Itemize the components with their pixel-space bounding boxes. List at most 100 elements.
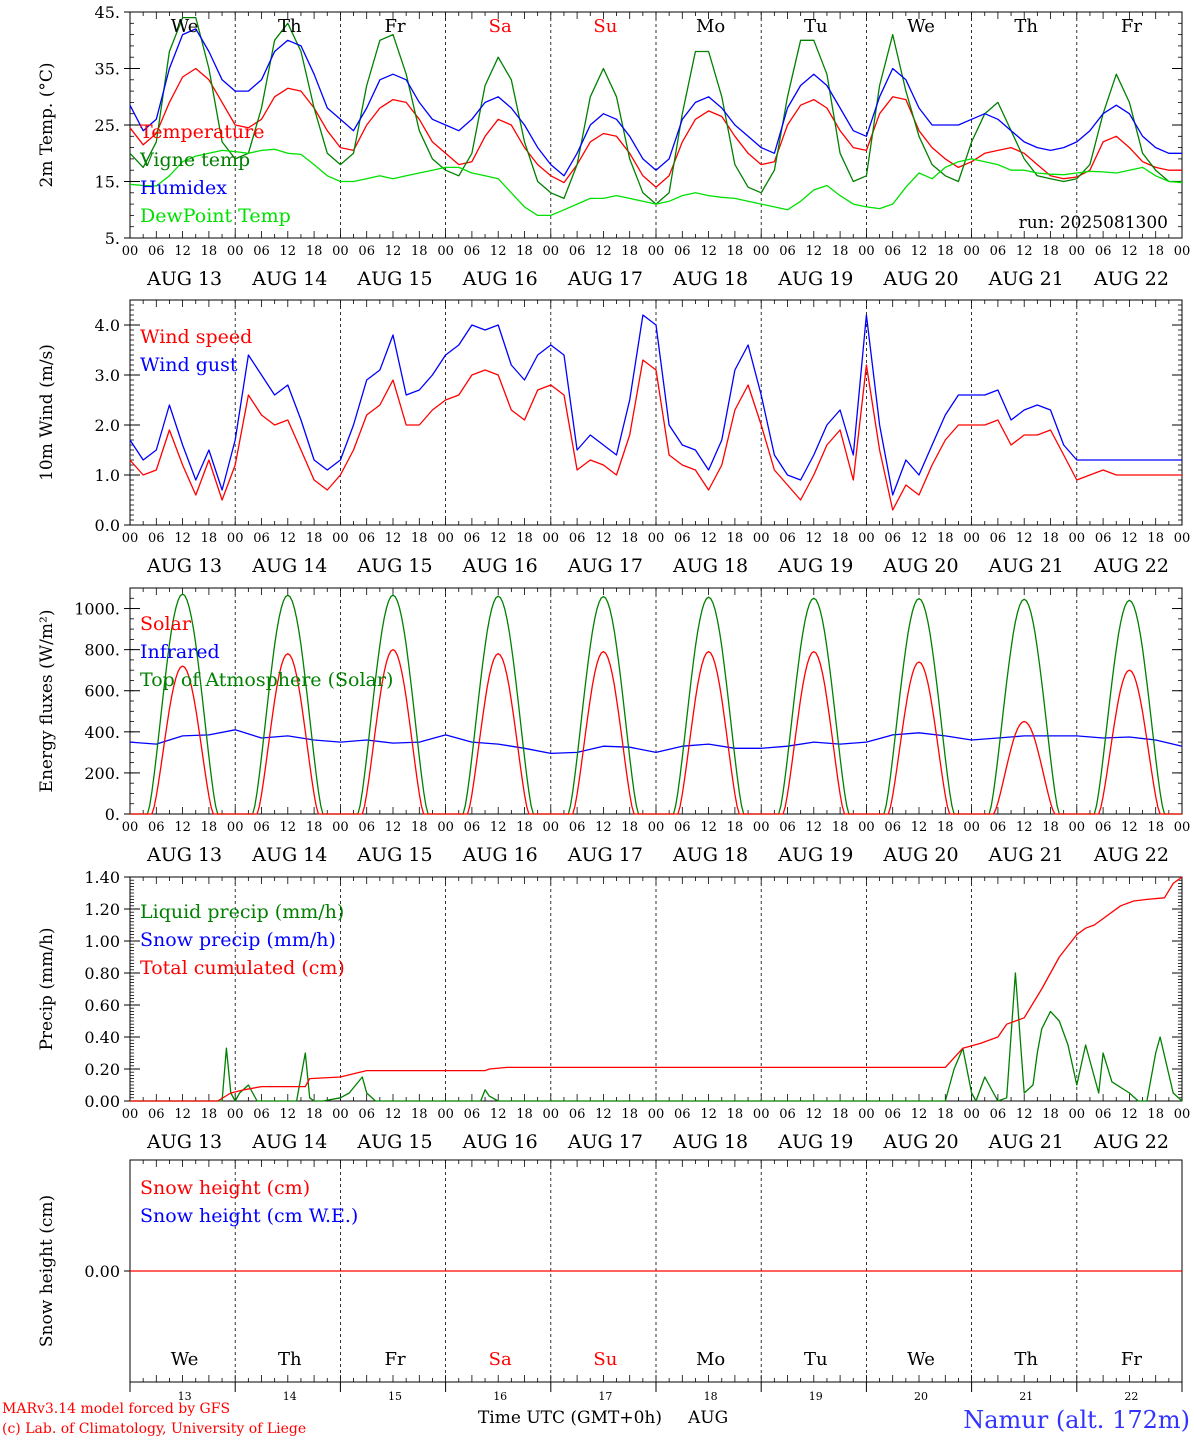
hour-label: 06 xyxy=(148,1107,165,1122)
date-label: AUG 17 xyxy=(567,555,643,577)
weekday-label: Th xyxy=(1014,16,1038,37)
y-tick-label: 35. xyxy=(95,60,120,79)
date-label: AUG 14 xyxy=(251,1131,327,1153)
date-label: AUG 18 xyxy=(672,844,748,866)
weekday-label: Su xyxy=(593,16,617,37)
date-label: AUG 20 xyxy=(882,268,958,290)
weekday-label: We xyxy=(907,16,935,37)
hour-label: 12 xyxy=(911,244,928,259)
series-line xyxy=(129,148,1183,217)
hour-label: 06 xyxy=(990,244,1007,259)
hour-label: 06 xyxy=(253,531,270,546)
hour-label: 18 xyxy=(201,820,218,835)
hour-label: 00 xyxy=(753,820,770,835)
legend-entry: Snow height (cm W.E.) xyxy=(140,1205,358,1227)
y-tick-label: 0.0 xyxy=(95,516,120,535)
hour-label: 18 xyxy=(1147,1107,1164,1122)
model-credit: MARv3.14 model forced by GFS xyxy=(2,1401,230,1417)
hour-label: 00 xyxy=(122,1107,139,1122)
hour-label: 12 xyxy=(1016,244,1033,259)
hour-label: 12 xyxy=(174,531,191,546)
weekday-label: Fr xyxy=(1121,16,1142,37)
date-label: AUG 19 xyxy=(777,844,853,866)
hour-label: 18 xyxy=(937,1107,954,1122)
weekday-label: Tu xyxy=(804,1349,828,1370)
hour-label: 00 xyxy=(122,820,139,835)
hour-label: 18 xyxy=(1042,1107,1059,1122)
weekday-label: Su xyxy=(593,1349,617,1370)
legend-entry: Top of Atmosphere (Solar) xyxy=(140,669,393,691)
hour-label: 06 xyxy=(464,1107,481,1122)
weekday-label: Mo xyxy=(696,1349,725,1370)
weekday-label: Th xyxy=(1014,1349,1038,1370)
hour-label: 18 xyxy=(1042,531,1059,546)
hour-label: 00 xyxy=(648,244,665,259)
hour-label: 18 xyxy=(1147,531,1164,546)
hour-label: 00 xyxy=(858,1107,875,1122)
day-number-label: 14 xyxy=(283,1390,297,1403)
hour-label: 00 xyxy=(543,1107,560,1122)
hour-label: 18 xyxy=(411,531,428,546)
hour-label: 18 xyxy=(411,820,428,835)
hour-label: 06 xyxy=(884,244,901,259)
day-number-label: 22 xyxy=(1124,1390,1138,1403)
hour-label: 00 xyxy=(963,1107,980,1122)
y-tick-label: 0.60 xyxy=(84,996,120,1015)
hour-label: 12 xyxy=(806,244,823,259)
y-tick-label: 4.0 xyxy=(95,316,120,335)
y-tick-label: 0. xyxy=(105,805,120,824)
hour-label: 06 xyxy=(990,820,1007,835)
hour-label: 12 xyxy=(280,1107,297,1122)
hour-label: 00 xyxy=(437,531,454,546)
date-label: AUG 14 xyxy=(251,268,327,290)
date-label: AUG 22 xyxy=(1093,268,1169,290)
hour-label: 18 xyxy=(727,531,744,546)
date-label: AUG 13 xyxy=(146,1131,222,1153)
hour-label: 06 xyxy=(1095,820,1112,835)
hour-label: 12 xyxy=(595,1107,612,1122)
y-tick-label: 400. xyxy=(84,723,120,742)
date-label: AUG 16 xyxy=(462,268,538,290)
legend-entry: Wind speed xyxy=(140,326,252,348)
day-number-label: 13 xyxy=(178,1390,192,1403)
hour-label: 00 xyxy=(122,531,139,546)
hour-label: 06 xyxy=(569,244,586,259)
hour-label: 06 xyxy=(148,820,165,835)
date-label: AUG 13 xyxy=(146,268,222,290)
hour-label: 12 xyxy=(174,244,191,259)
hour-label: 06 xyxy=(884,531,901,546)
y-tick-label: 600. xyxy=(84,682,120,701)
hour-label: 12 xyxy=(1121,531,1138,546)
hour-label: 18 xyxy=(832,820,849,835)
hour-label: 18 xyxy=(306,820,323,835)
hour-label: 18 xyxy=(516,244,533,259)
hour-label: 12 xyxy=(1121,1107,1138,1122)
series-line xyxy=(129,314,1182,496)
hour-label: 00 xyxy=(227,1107,244,1122)
hour-label: 12 xyxy=(385,820,402,835)
date-label: AUG 15 xyxy=(356,268,432,290)
day-number-label: 15 xyxy=(388,1390,402,1403)
date-label: AUG 17 xyxy=(567,844,643,866)
y-tick-label: 800. xyxy=(84,641,120,660)
y-axis-label: 2m Temp. (°C) xyxy=(37,62,57,187)
hour-label: 12 xyxy=(700,1107,717,1122)
y-tick-label: 0.00 xyxy=(84,1262,120,1281)
legend-entry: DewPoint Temp xyxy=(140,205,291,227)
hour-label: 12 xyxy=(1016,531,1033,546)
hour-label: 00 xyxy=(122,244,139,259)
hour-label: 06 xyxy=(358,1107,375,1122)
hour-label: 06 xyxy=(674,820,691,835)
date-label: AUG 19 xyxy=(777,268,853,290)
hour-label: 00 xyxy=(332,820,349,835)
hour-label: 18 xyxy=(411,244,428,259)
hour-label: 06 xyxy=(1095,244,1112,259)
legend-entry: Snow height (cm) xyxy=(140,1177,310,1199)
weekday-label: We xyxy=(171,16,199,37)
hour-label: 18 xyxy=(201,1107,218,1122)
weekday-label: Fr xyxy=(1121,1349,1142,1370)
legend-entry: Total cumulated (cm) xyxy=(140,957,345,979)
hour-label: 06 xyxy=(779,820,796,835)
hour-label: 06 xyxy=(569,1107,586,1122)
hour-label: 18 xyxy=(937,531,954,546)
